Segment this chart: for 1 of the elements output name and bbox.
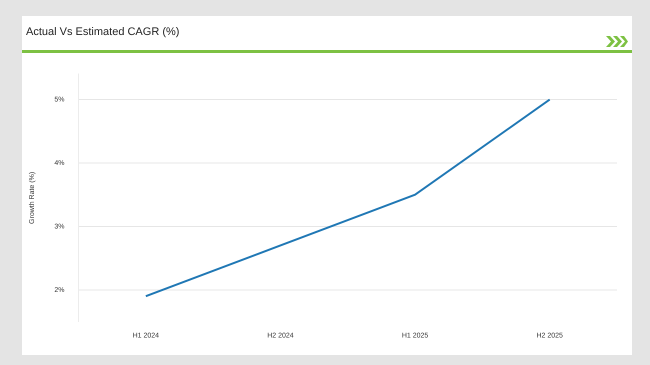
chart-title: Actual Vs Estimated CAGR (%) [26, 26, 180, 38]
